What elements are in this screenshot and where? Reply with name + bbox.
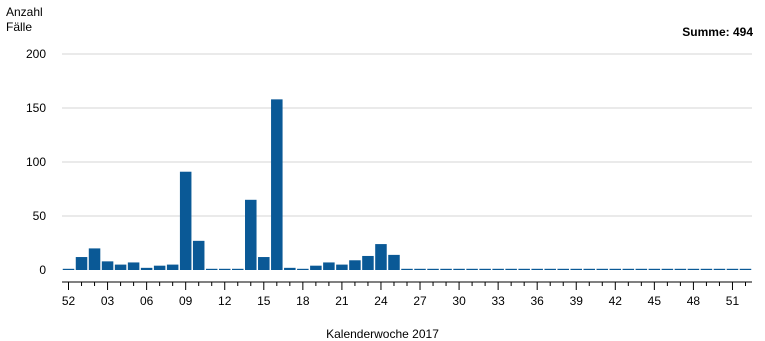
bar (323, 262, 335, 270)
bar (284, 267, 296, 270)
x-tick-label: 45 (648, 294, 662, 308)
x-axis: 52 03 06 09 12 15 18 21 24 27 30 33 36 39 42 45 48 51 (62, 281, 752, 308)
bar (531, 268, 543, 270)
x-tick-label: 18 (296, 294, 310, 308)
sum-label: Summe: 494 (682, 25, 753, 39)
x-tick-label: 15 (257, 294, 271, 308)
y-tick-label: 50 (33, 209, 47, 223)
bar (375, 244, 387, 270)
bar (414, 268, 426, 270)
bar (739, 268, 752, 270)
x-axis-label: Kalenderwoche 2017 (326, 327, 439, 341)
bar (570, 268, 583, 270)
bars (62, 99, 752, 270)
bar (245, 199, 257, 270)
bar (362, 255, 374, 270)
bar (726, 268, 739, 270)
bar (687, 268, 700, 270)
bar (166, 264, 179, 270)
y-tick-label: 200 (26, 47, 46, 61)
bar (544, 268, 556, 270)
x-tick-label: 39 (570, 294, 584, 308)
bar (557, 268, 569, 270)
bar (609, 268, 622, 270)
bar (271, 99, 283, 270)
x-tick-label: 42 (609, 294, 623, 308)
bar (258, 257, 270, 270)
bar (349, 260, 361, 270)
x-tick-label: 48 (687, 294, 701, 308)
bar (153, 265, 166, 270)
bar (62, 268, 75, 270)
x-tick-label: 51 (726, 294, 740, 308)
bar (713, 268, 726, 270)
x-tick-label: 09 (179, 294, 193, 308)
x-tick-label: 27 (413, 294, 427, 308)
x-tick-label: 06 (140, 294, 154, 308)
bar (648, 268, 661, 270)
x-tick-label: 03 (101, 294, 115, 308)
bar (622, 268, 635, 270)
bar (479, 268, 491, 270)
bar (75, 257, 88, 270)
y-tick-labels: 0 50 100 150 200 (26, 47, 46, 277)
bar (427, 268, 439, 270)
x-tick-label: 36 (531, 294, 545, 308)
bar (88, 248, 101, 270)
y-axis-label-line-1: Anzahl (6, 5, 43, 19)
x-tick-label: 12 (218, 294, 232, 308)
bar (179, 171, 192, 270)
bar (297, 268, 309, 270)
bar (192, 240, 205, 270)
bar (127, 262, 140, 270)
bar (205, 268, 218, 270)
bar (388, 254, 400, 270)
bar (453, 268, 465, 270)
bar (492, 268, 504, 270)
bar (518, 268, 530, 270)
y-tick-label: 0 (39, 263, 46, 277)
bar (140, 267, 153, 270)
bar (466, 268, 478, 270)
x-tick-label: 52 (62, 294, 76, 308)
bar (310, 265, 322, 270)
bar (218, 268, 231, 270)
y-axis-label-line-2: Fälle (6, 20, 33, 34)
x-tick-label: 24 (374, 294, 388, 308)
bar (505, 268, 517, 270)
bar (583, 268, 596, 270)
bar (700, 268, 713, 270)
x-tick-label: 30 (452, 294, 466, 308)
bar (231, 268, 244, 270)
x-tick-label: 33 (491, 294, 505, 308)
bar (674, 268, 687, 270)
bar (101, 261, 114, 270)
bar (661, 268, 674, 270)
gridlines (62, 53, 752, 217)
bar (440, 268, 452, 270)
bar (114, 264, 127, 270)
bar (401, 268, 413, 270)
bar (336, 264, 348, 270)
y-tick-label: 100 (26, 155, 46, 169)
bar (596, 268, 609, 270)
bar (635, 268, 648, 270)
y-tick-label: 150 (26, 101, 46, 115)
x-tick-label: 21 (335, 294, 349, 308)
